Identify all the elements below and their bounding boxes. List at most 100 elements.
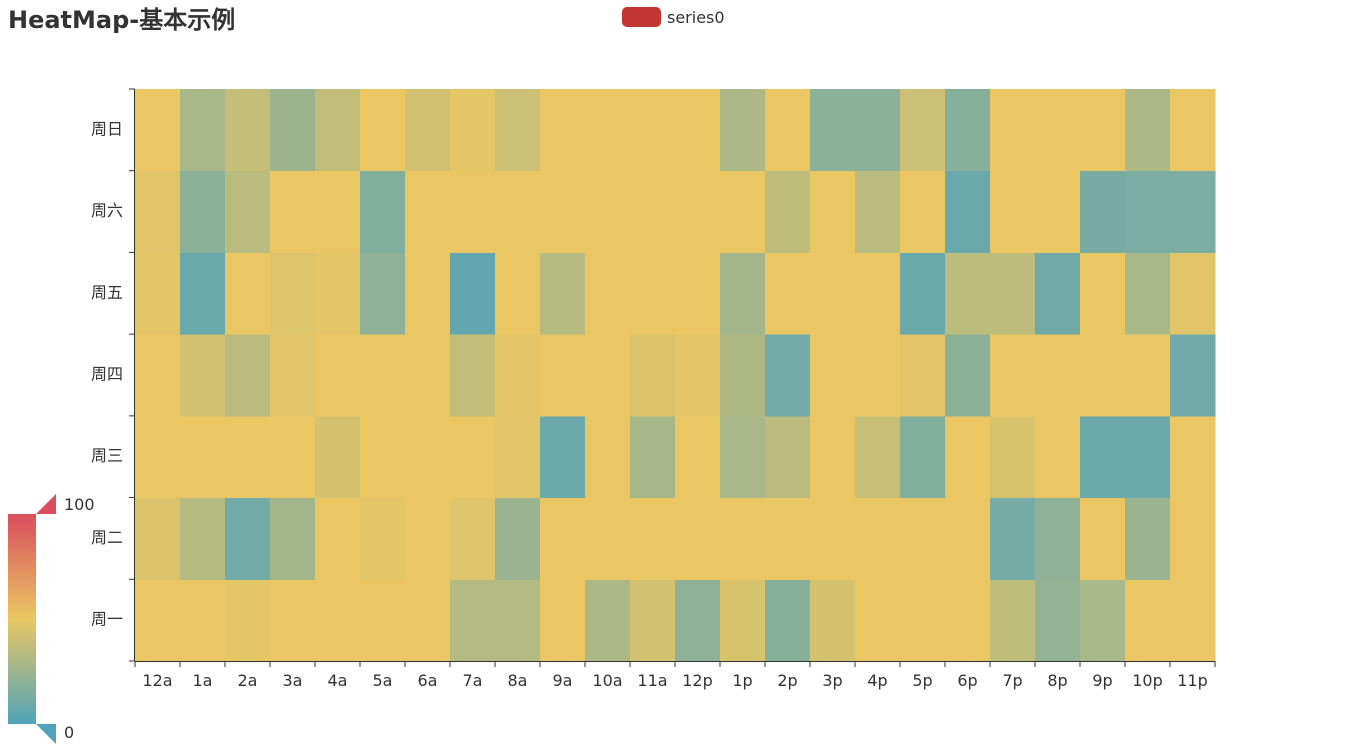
heatmap-cell[interactable] (1170, 497, 1216, 580)
heatmap-cell[interactable] (1125, 497, 1171, 580)
heatmap-cell[interactable] (1080, 252, 1126, 335)
heatmap-cell[interactable] (630, 497, 676, 580)
heatmap-cell[interactable] (1035, 89, 1081, 172)
heatmap-cell[interactable] (315, 579, 361, 662)
heatmap-cell[interactable] (1080, 579, 1126, 662)
heatmap-cell[interactable] (990, 170, 1036, 253)
heatmap-cell[interactable] (945, 334, 991, 417)
heatmap-cell[interactable] (585, 170, 631, 253)
heatmap-cell[interactable] (675, 334, 721, 417)
heatmap-cell[interactable] (675, 170, 721, 253)
heatmap-cell[interactable] (405, 579, 451, 662)
heatmap-cell[interactable] (225, 415, 271, 499)
heatmap-cell[interactable] (945, 579, 991, 662)
heatmap-cell[interactable] (900, 89, 946, 172)
heatmap-cell[interactable] (990, 89, 1036, 172)
heatmap-cell[interactable] (405, 170, 451, 253)
heatmap-cell[interactable] (1125, 252, 1171, 335)
heatmap-cell[interactable] (180, 170, 226, 253)
heatmap-cell[interactable] (1125, 579, 1171, 662)
heatmap-cell[interactable] (720, 497, 766, 580)
heatmap-cell[interactable] (855, 415, 901, 499)
heatmap-cell[interactable] (360, 579, 406, 662)
heatmap-cell[interactable] (1125, 334, 1171, 417)
heatmap-cell[interactable] (675, 89, 721, 172)
heatmap-cell[interactable] (630, 252, 676, 335)
heatmap-cell[interactable] (540, 170, 586, 253)
heatmap-cell[interactable] (225, 89, 271, 172)
heatmap-cell[interactable] (585, 89, 631, 172)
heatmap-cell[interactable] (765, 170, 811, 253)
heatmap-cell[interactable] (720, 89, 766, 172)
heatmap-cell[interactable] (855, 579, 901, 662)
heatmap-cell[interactable] (720, 579, 766, 662)
heatmap-cell[interactable] (810, 252, 856, 335)
heatmap-cell[interactable] (855, 334, 901, 417)
heatmap-cell[interactable] (180, 252, 226, 335)
heatmap-cell[interactable] (1170, 170, 1216, 253)
heatmap-cell[interactable] (1035, 170, 1081, 253)
heatmap-cell[interactable] (1170, 334, 1216, 417)
heatmap-cell[interactable] (135, 415, 181, 499)
heatmap-cell[interactable] (495, 252, 541, 335)
visual-map-handle-max[interactable] (36, 494, 56, 514)
visual-map-handle-min[interactable] (36, 724, 56, 744)
heatmap-cell[interactable] (315, 252, 361, 335)
heatmap-cell[interactable] (270, 334, 316, 417)
heatmap-cell[interactable] (540, 252, 586, 335)
heatmap-cell[interactable] (360, 170, 406, 253)
heatmap-cell[interactable] (405, 89, 451, 172)
heatmap-cell[interactable] (765, 252, 811, 335)
heatmap-cell[interactable] (540, 497, 586, 580)
heatmap-cell[interactable] (540, 334, 586, 417)
legend[interactable]: series0 (622, 7, 725, 27)
heatmap-cell[interactable] (1080, 89, 1126, 172)
heatmap-cell[interactable] (765, 334, 811, 417)
heatmap-cell[interactable] (765, 497, 811, 580)
heatmap-cell[interactable] (900, 170, 946, 253)
heatmap-cell[interactable] (1170, 579, 1216, 662)
heatmap-cell[interactable] (450, 252, 496, 335)
heatmap-cell[interactable] (1035, 334, 1081, 417)
heatmap-cell[interactable] (180, 415, 226, 499)
heatmap-cell[interactable] (450, 497, 496, 580)
heatmap-cell[interactable] (225, 334, 271, 417)
heatmap-cell[interactable] (540, 415, 586, 499)
heatmap-cell[interactable] (360, 334, 406, 417)
heatmap-cell[interactable] (405, 334, 451, 417)
heatmap-cell[interactable] (765, 579, 811, 662)
heatmap-cell[interactable] (765, 415, 811, 499)
heatmap-cell[interactable] (945, 497, 991, 580)
heatmap-cell[interactable] (855, 252, 901, 335)
heatmap-cell[interactable] (495, 415, 541, 499)
heatmap-cell[interactable] (450, 415, 496, 499)
heatmap-cell[interactable] (945, 252, 991, 335)
heatmap-cell[interactable] (135, 89, 181, 172)
heatmap-cell[interactable] (1080, 170, 1126, 253)
heatmap-cell[interactable] (675, 252, 721, 335)
heatmap-cell[interactable] (270, 170, 316, 253)
heatmap-cell[interactable] (225, 579, 271, 662)
heatmap-cell[interactable] (315, 89, 361, 172)
heatmap-cell[interactable] (1035, 497, 1081, 580)
legend-label[interactable]: series0 (667, 8, 725, 27)
heatmap-cell[interactable] (900, 497, 946, 580)
heatmap-cell[interactable] (675, 497, 721, 580)
heatmap-cell[interactable] (1170, 252, 1216, 335)
heatmap-cell[interactable] (990, 252, 1036, 335)
heatmap-cell[interactable] (180, 89, 226, 172)
heatmap-cell[interactable] (315, 170, 361, 253)
heatmap-cell[interactable] (135, 170, 181, 253)
heatmap-cell[interactable] (270, 497, 316, 580)
heatmap-cell[interactable] (1125, 170, 1171, 253)
heatmap-cell[interactable] (855, 497, 901, 580)
heatmap-cell[interactable] (180, 579, 226, 662)
heatmap-cell[interactable] (675, 579, 721, 662)
heatmap-cell[interactable] (405, 497, 451, 580)
heatmap-cell[interactable] (225, 252, 271, 335)
heatmap-cell[interactable] (450, 579, 496, 662)
heatmap-cell[interactable] (990, 497, 1036, 580)
heatmap-cell[interactable] (1080, 497, 1126, 580)
heatmap-cell[interactable] (720, 415, 766, 499)
heatmap-cell[interactable] (495, 579, 541, 662)
